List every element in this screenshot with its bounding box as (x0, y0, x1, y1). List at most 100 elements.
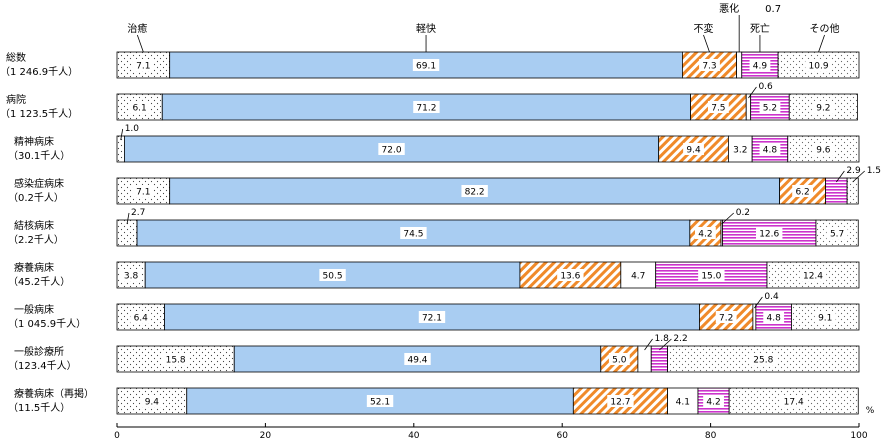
legend-leader (703, 34, 710, 53)
value-label-bg (780, 395, 807, 407)
value-label-bg (120, 269, 142, 281)
value-label-bg (707, 101, 729, 113)
value-label-bg (672, 395, 694, 407)
bar-segment-other (815, 219, 859, 247)
value-label-bg (607, 395, 634, 407)
value-label: 13.6 (560, 272, 580, 282)
legend-label-cure: 治癒 (127, 22, 147, 35)
value-label: 3.2 (733, 146, 747, 156)
x-tick-label: 40 (408, 431, 420, 440)
value-label-bg (400, 227, 427, 239)
value-label: 15.0 (701, 272, 721, 282)
value-label: 6.1 (132, 104, 146, 114)
value-label: 5.0 (612, 356, 627, 366)
value-label: 4.1 (676, 398, 690, 408)
callout-label: 2.9 (846, 166, 861, 176)
value-label: 82.2 (465, 188, 485, 198)
category-sublabel: （1 045.9千人） (8, 318, 86, 330)
value-label: 50.5 (323, 272, 343, 282)
x-tick-label: 60 (556, 431, 568, 440)
value-label: 4.7 (631, 272, 645, 282)
category-sublabel: （45.2千人） (8, 276, 70, 288)
value-label-bg (756, 227, 783, 239)
bar-segment-worsened (736, 51, 743, 79)
value-label: 72.0 (382, 146, 402, 156)
callout-leader (721, 212, 735, 225)
callout-leader (126, 212, 130, 225)
value-label-bg (703, 395, 724, 407)
value-label: 52.1 (370, 398, 390, 408)
category-labels: 総数 （1 246.9千人） 病院 （1 123.5千人） 精神病床 （30.1千人） 感染… (0, 51, 94, 414)
value-label-bg (799, 269, 827, 281)
value-label: 9.6 (816, 146, 831, 156)
legend-leader (818, 34, 825, 53)
value-label-bg (750, 353, 777, 365)
value-label-bg (418, 311, 446, 323)
value-label: 7.3 (702, 62, 716, 72)
value-label-bg (378, 143, 405, 155)
value-label: 3.8 (124, 272, 139, 282)
value-label: 4.2 (698, 230, 712, 240)
category-sublabel: （1 246.9千人） (0, 66, 78, 78)
value-label: 74.5 (403, 230, 423, 240)
legend-label-improved: 軽快 (416, 23, 436, 35)
callout-label: 0.6 (758, 82, 773, 92)
category-label: 感染症病床 (14, 177, 64, 190)
category-sublabel: （0.2千人） (8, 192, 64, 204)
value-label-bg (132, 185, 154, 197)
value-label: 7.2 (719, 314, 733, 324)
bar-segment-unchanged (519, 261, 622, 289)
value-label-bg (699, 59, 720, 71)
bar-row: 72.0 9.4 3.2 4.8 9.6 1.0 (116, 124, 860, 163)
category-label: 総数 (6, 51, 26, 64)
value-label-bg (132, 59, 154, 71)
callout-leader (644, 338, 653, 351)
value-label: 69.1 (416, 62, 436, 72)
category-label: 療養病床 (14, 261, 54, 274)
value-label-bg (763, 311, 785, 323)
callout-label: 1.8 (655, 334, 670, 344)
value-label-bg (805, 59, 832, 71)
value-label-bg (129, 101, 151, 113)
x-axis-unit: % (866, 406, 875, 416)
value-label: 7.1 (136, 188, 150, 198)
value-label-bg (812, 143, 834, 155)
x-tick-label: 80 (705, 431, 717, 440)
value-label-bg (812, 101, 834, 113)
value-label: 12.4 (803, 272, 823, 282)
bar-row: 15.8 49.4 5.0 25.8 1.8 2.2 (116, 334, 860, 373)
callout-label: 2.2 (673, 334, 687, 344)
legend-label-other: その他 (810, 22, 840, 35)
category-sublabel: （2.2千人） (8, 234, 64, 246)
value-label: 6.4 (134, 314, 149, 324)
value-label-bg (141, 395, 163, 407)
value-label: 5.7 (830, 230, 844, 240)
value-label-bg (715, 311, 737, 323)
value-label-bg (683, 143, 704, 155)
bar-row: 7.1 69.1 7.3 4.9 10.9 (116, 51, 860, 79)
value-label-bg (729, 143, 751, 155)
value-label: 6.2 (795, 188, 809, 198)
legend-label-death: 死亡 (750, 22, 770, 35)
x-tick-label: 0 (114, 431, 120, 440)
value-label: 4.9 (753, 62, 768, 72)
callout-leader (836, 170, 845, 183)
value-label: 12.7 (610, 398, 630, 408)
value-label: 4.8 (767, 314, 782, 324)
legend-leader (136, 34, 144, 53)
value-label-bg (557, 269, 584, 281)
value-label: 49.4 (407, 356, 427, 366)
bar-row: 9.4 52.1 12.7 4.1 4.2 17.4 (116, 387, 859, 415)
bar-segment-other (846, 177, 859, 205)
legend-label-unchanged: 不変 (693, 22, 713, 35)
value-label: 9.4 (686, 146, 701, 156)
value-label: 9.4 (145, 398, 160, 408)
callout-label: 2.7 (131, 208, 145, 218)
callout-label: 1.5 (867, 166, 881, 176)
value-label-bg (608, 353, 630, 365)
bar-segment-other (766, 261, 860, 289)
value-label: 71.2 (416, 104, 436, 114)
top-annotation: 0.7 (765, 4, 781, 15)
legend-label-worsened: 悪化 (719, 2, 739, 15)
